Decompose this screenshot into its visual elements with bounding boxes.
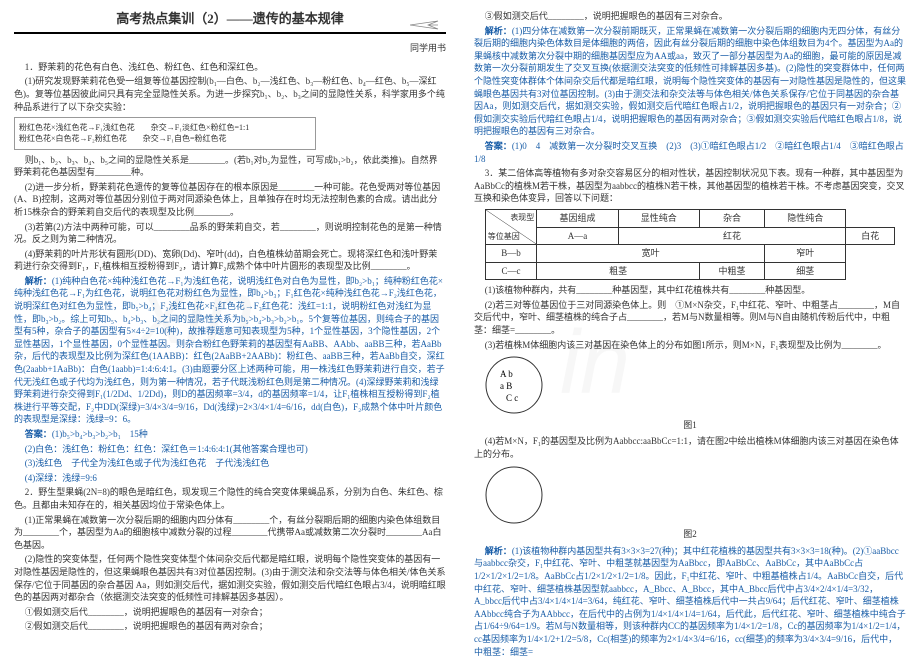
table-row: A—a红花白花: [485, 227, 894, 245]
q2-assume2: ②假如测交后代________，说明把握眼色的基因有两对杂合；: [14, 620, 446, 633]
q1-intro: 1．野茉莉的花色有白色、浅红色、粉红色、红色和深红色。: [14, 61, 446, 74]
figure-1: A b a B C c 图1: [484, 355, 896, 431]
cross-diagram: 粉红色花×浅红色花→F₁浅红色花 杂交→F₁淡红色×粉红色=1:1粉红色花×白色…: [14, 117, 316, 149]
table-row: B—b宽叶窄叶: [485, 245, 894, 263]
q2-1: (1)正常果蝇在减数第一次分裂后期的细胞内四分体有________个，有丝分裂期…: [14, 514, 446, 552]
q2-assume3: ③假如测交后代________，说明把握眼色的基因有三对杂合。: [474, 10, 906, 23]
main-title: 高考热点集训（2）——遗传的基本规律: [14, 10, 446, 34]
q1-part3: (2)进一步分析，野茉莉花色遗传的复等位基因存在的根本原因是________一种…: [14, 181, 446, 219]
figure-2: 图2: [484, 465, 896, 541]
analysis-2: 解析：(1)四分体在减数第一次分裂前期既灭，正常果蝇在减数第一次分裂后期的细胞内…: [474, 25, 906, 138]
q1-part1: (1)研究发现野茉莉花色受一组复等位基因控制(b₁—白色、b₂—浅红色、b₃—粉…: [14, 75, 446, 113]
answer-1-4: (4)深绿：浅绿=9:6: [14, 472, 446, 485]
q3: 3．某二倍体高等植物有多对杂交容易区分的相对性状，基因控制状况见下表。现有一种群…: [474, 167, 906, 205]
analysis-3: 解析：(1)该植物种群内基因型共有3×3×3=27(种)；其中红花植株的基因型共…: [474, 545, 906, 658]
q3-1: (1)该植物种群内，共有________种基因型，其中红花植株共有_______…: [474, 284, 906, 297]
q3-2: (2)若三对等位基因位于三对同源染色体上。则 ①M×N杂交，F₁中红花、窄叶、中…: [474, 299, 906, 337]
svg-text:a B: a B: [500, 381, 512, 391]
paper-plane-icon: [410, 18, 440, 38]
left-column: 高考热点集训（2）——遗传的基本规律 同学用书 1．野茉莉的花色有白色、浅红色、…: [0, 0, 460, 651]
analysis-1: 解析：(1)纯种白色花×纯种浅红色花→F₁为浅红色花，说明浅红色对白色为显性，即…: [14, 275, 446, 426]
q1-part5: (4)野茉莉的叶片形状有圆形(DD)、宽卵(Dd)、窄叶(dd)，白色植株幼苗期…: [14, 248, 446, 273]
table-row: C—c粗茎中粗茎细茎: [485, 262, 894, 280]
answer-1-2: (2)白色：浅红色：粉红色：红色：深红色＝1:4:6:4:1(其他答案合理也可): [14, 443, 446, 456]
answer-2: 答案：(1)0 4 减数第一次分裂时交叉互换 (2)3 (3)①暗红色眼占1/2…: [474, 140, 906, 165]
svg-text:C c: C c: [506, 393, 518, 403]
q3-3: (3)若植株M体细胞内该三对基因在染色体上的分布如图1所示，则M×N，F₁表现型…: [474, 339, 906, 352]
right-column: ③假如测交后代________，说明把握眼色的基因有三对杂合。 解析：(1)四分…: [460, 0, 920, 651]
subtitle: 同学用书: [14, 42, 446, 55]
answer-1-3: (3)浅红色 子代全为浅红色或子代为浅红色花 子代浅浅红色: [14, 457, 446, 470]
genotype-table: 表现型 等位基因 基因组成 显性纯合 杂合 隐性纯合 A—a红花白花 B—b宽叶…: [485, 209, 895, 280]
q2: 2．野生型果蝇(2N=8)的眼色是暗红色，现发现三个隐性的纯合突变体果蝇品系，分…: [14, 486, 446, 511]
answer-1: 答案：(1)b₅>b₄>b₃>b₂>b₁ 15种: [14, 428, 446, 441]
q2-2: (2)隐性的突变体型，任何两个隐性突变体型个体间杂交后代都是暗红眼，说明每个隐性…: [14, 553, 446, 603]
q1-part4: (3)若第(2)方法中两种可能，可以________品系的野茉莉自交，若____…: [14, 221, 446, 246]
table-header-row: 表现型 等位基因 基因组成 显性纯合 杂合 隐性纯合: [485, 209, 894, 227]
q3-4: (4)若M×N，F₁的基因型及比例为Aabbcc:aaBbCc=1:1，请在图2…: [474, 435, 906, 460]
q2-assume1: ①假如测交后代________，说明把握眼色的基因有一对杂合；: [14, 606, 446, 619]
q1-part2: 则b₁、b₂、b₃、b₄、b₅之间的显隐性关系是________。(若b₁对b₂…: [14, 154, 446, 179]
svg-text:A b: A b: [500, 369, 513, 379]
